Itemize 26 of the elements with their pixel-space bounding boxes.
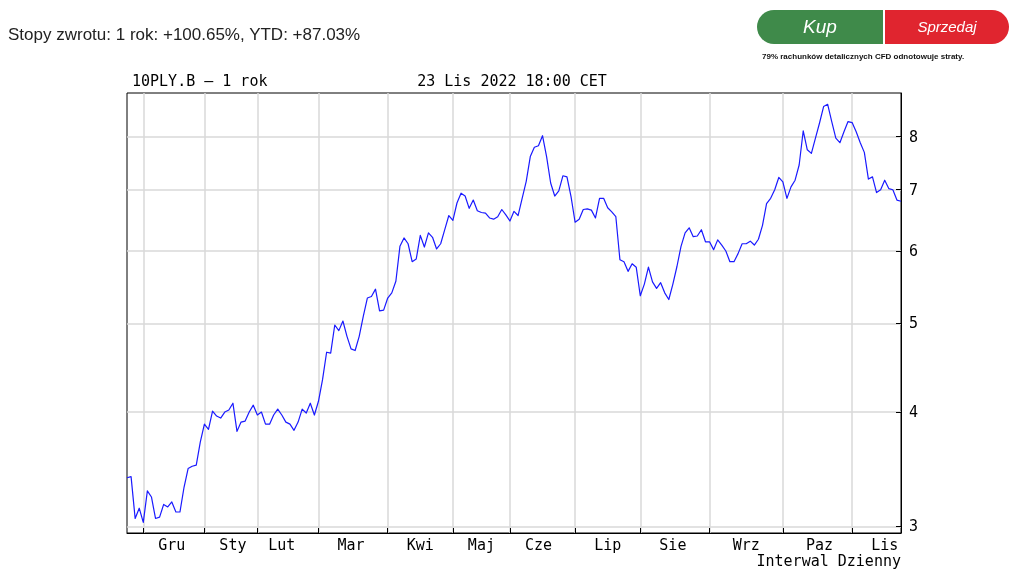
x-tick-label: Paz (805, 535, 834, 554)
y-tick-label: 7 (909, 180, 919, 199)
y-tick-label: 4 (909, 403, 919, 422)
x-tick-label: Lut (268, 535, 296, 554)
x-tick-label: Sie (659, 535, 687, 554)
x-tick-label: Gru (158, 535, 186, 554)
y-tick-label: 8 (909, 127, 919, 146)
text: Stopy zwrotu: 1 rok: +100.65%, YTD: +87.03% (8, 25, 361, 45)
x-tick-label: Lis (871, 535, 899, 554)
y-tick-label: 3 (909, 517, 919, 536)
chart-subtitle: 23 Lis 2022 18:00 CET (417, 71, 607, 90)
chart-title: 10PLY.B – 1 rok (132, 71, 268, 90)
line-series (126, 103, 902, 523)
x-tick-label: Cze (524, 535, 552, 554)
x-tick-label: Kwi (406, 535, 434, 554)
x-tick-label: Lip (594, 535, 622, 554)
text: Interwal Dzienny (756, 552, 901, 570)
x-tick-label: Mar (337, 535, 365, 554)
text: Kup (757, 10, 883, 44)
x-tick-label: Maj (467, 535, 495, 554)
text: 79% rachunków detalicznych CFD odnotowuje straty. (762, 52, 965, 61)
text: Sprzedaj (885, 10, 1009, 44)
y-tick-label: 5 (909, 314, 919, 333)
y-tick-label: 6 (909, 241, 919, 260)
x-tick-label: Sty (219, 535, 247, 554)
x-tick-label: Wrz (732, 535, 760, 554)
